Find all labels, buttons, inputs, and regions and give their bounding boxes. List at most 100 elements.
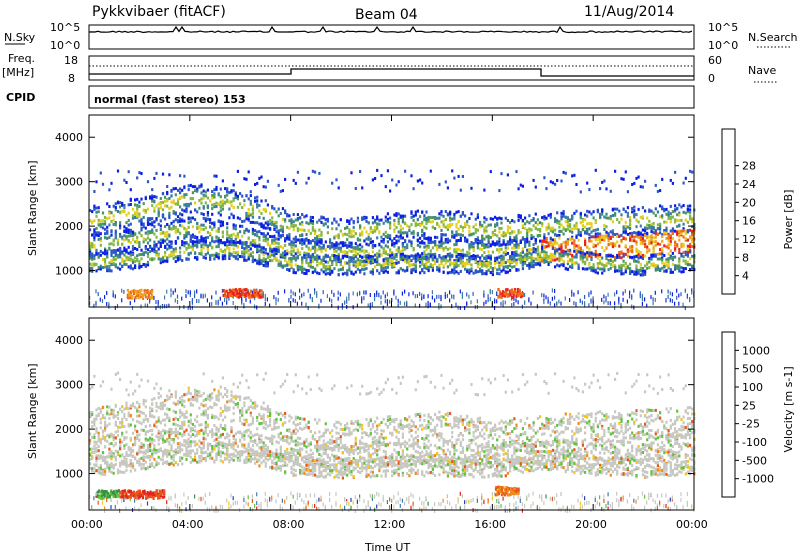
range-cell: [132, 245, 134, 248]
range-cell: [445, 218, 447, 221]
range-cell: [158, 241, 160, 244]
range-cell: [537, 234, 539, 237]
range-cell: [608, 261, 610, 264]
range-cell: [271, 242, 273, 245]
range-cell: [316, 243, 318, 246]
range-cell: [385, 219, 387, 222]
range-cell: [558, 300, 559, 304]
range-cell: [155, 250, 157, 253]
range-cell: [543, 250, 545, 253]
range-cell: [123, 254, 125, 257]
range-cell: [432, 220, 434, 223]
range-cell: [462, 262, 464, 265]
range-cell: [421, 210, 423, 213]
range-cell: [95, 180, 97, 183]
range-cell: [653, 227, 655, 230]
range-cell: [603, 265, 605, 268]
range-cell: [331, 243, 333, 246]
range-cell: [335, 261, 337, 264]
range-cell: [509, 232, 511, 235]
range-cell: [490, 257, 492, 260]
range-cell: [608, 243, 610, 246]
range-cell: [590, 235, 592, 238]
range-cell: [428, 216, 430, 219]
range-cell: [338, 233, 340, 236]
range-cell: [554, 289, 555, 293]
range-cell: [640, 251, 642, 254]
range-cell: [593, 235, 595, 238]
range-cell: [245, 298, 246, 302]
range-cell: [423, 242, 425, 245]
range-cell: [494, 233, 496, 236]
range-cell: [633, 213, 635, 216]
range-cell: [275, 301, 276, 305]
range-cell: [190, 220, 192, 223]
range-cell: [680, 270, 682, 273]
range-cell: [524, 227, 526, 230]
range-cell: [98, 238, 100, 241]
range-cell: [545, 245, 547, 248]
range-cell: [556, 258, 558, 261]
range-cell: [325, 265, 327, 268]
range-cell: [203, 224, 205, 227]
range-cell: [629, 234, 631, 237]
range-cell: [258, 245, 260, 248]
range-cell: [359, 261, 361, 264]
range-cell: [123, 225, 125, 228]
range-cell: [481, 264, 483, 267]
range-cell: [503, 268, 505, 271]
range-cell: [393, 214, 395, 217]
range-cell: [475, 261, 477, 264]
range-cell: [593, 210, 595, 213]
range-cell: [359, 271, 361, 274]
range-cell: [134, 264, 136, 267]
range-cell: [284, 239, 286, 242]
range-cell: [115, 202, 117, 205]
range-cell: [503, 241, 505, 244]
range-cell: [567, 240, 569, 243]
range-cell: [226, 222, 228, 225]
range-cell: [500, 234, 502, 237]
range-cell: [205, 191, 207, 194]
range-cell: [507, 271, 509, 274]
range-cell: [363, 272, 365, 275]
range-cell: [128, 170, 130, 173]
range-cell: [333, 250, 335, 253]
range-cell: [389, 190, 391, 193]
range-cell: [138, 260, 140, 263]
range-cell: [432, 253, 434, 256]
range-cell: [428, 246, 430, 249]
range-cell: [423, 246, 425, 249]
range-cell: [256, 196, 258, 199]
range-cell: [515, 237, 517, 240]
range-cell: [314, 237, 316, 240]
range-cell: [132, 214, 134, 217]
range-cell: [241, 235, 243, 238]
range-cell: [132, 253, 134, 256]
range-cell: [449, 239, 451, 242]
range-cell: [625, 253, 627, 256]
range-cell: [387, 259, 389, 262]
range-cell: [408, 255, 410, 258]
range-cell: [168, 207, 170, 210]
range-cell: [423, 295, 424, 299]
range-cell: [310, 232, 312, 235]
range-cell: [299, 241, 301, 244]
range-cell: [263, 260, 265, 263]
range-cell: [635, 271, 637, 274]
range-cell: [98, 266, 100, 269]
range-cell: [655, 255, 657, 258]
range-cell: [220, 250, 222, 253]
range-cell: [657, 266, 659, 269]
range-cell: [650, 295, 651, 299]
range-cell: [305, 245, 307, 248]
range-cell: [275, 230, 277, 233]
range-cell: [228, 255, 230, 258]
range-cell: [629, 223, 631, 226]
range-cell: [509, 261, 511, 264]
range-cell: [175, 229, 177, 232]
range-cell: [406, 301, 407, 305]
range-cell: [601, 257, 603, 260]
range-cell: [458, 306, 459, 310]
range-cell: [569, 298, 570, 302]
